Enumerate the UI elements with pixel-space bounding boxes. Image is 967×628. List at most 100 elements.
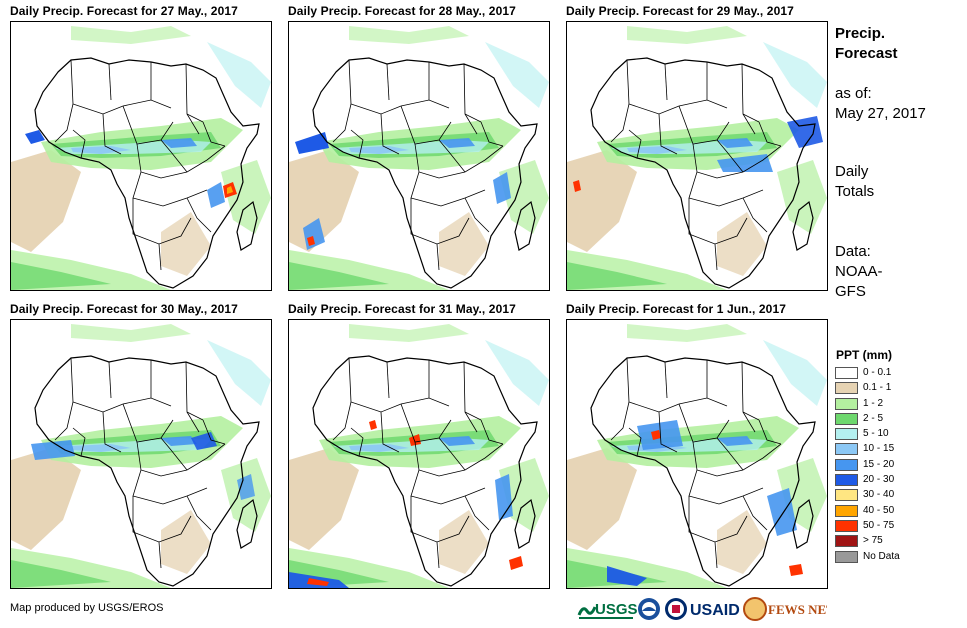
precip-area bbox=[289, 262, 389, 290]
precip-area bbox=[499, 160, 549, 234]
usgs-logo: USGS bbox=[577, 601, 638, 619]
precip-area bbox=[11, 448, 81, 550]
precip-area bbox=[485, 340, 549, 406]
country-border bbox=[132, 171, 208, 207]
totals-line: Daily bbox=[835, 163, 869, 180]
country-border bbox=[436, 243, 440, 271]
precip-area bbox=[777, 160, 827, 234]
country-border bbox=[186, 113, 200, 135]
country-border bbox=[716, 437, 744, 471]
country-border bbox=[658, 411, 678, 453]
precip-area bbox=[191, 432, 217, 450]
precip-area bbox=[439, 436, 475, 446]
africa-map-svg bbox=[567, 26, 827, 290]
precip-area bbox=[161, 436, 197, 446]
panel-title: Daily Precip. Forecast for 30 May., 2017 bbox=[10, 302, 238, 316]
country-border bbox=[410, 469, 486, 505]
precip-map bbox=[288, 21, 550, 291]
country-border bbox=[102, 411, 122, 453]
country-border bbox=[464, 197, 490, 233]
precip-area bbox=[409, 434, 421, 446]
precip-area bbox=[767, 488, 797, 536]
country-border bbox=[741, 63, 760, 123]
country-border bbox=[463, 361, 482, 421]
legend-label: > 75 bbox=[863, 535, 883, 547]
precip-area bbox=[717, 138, 753, 148]
precip-area bbox=[509, 556, 523, 570]
legend-swatch bbox=[835, 504, 858, 517]
country-border bbox=[688, 469, 764, 505]
legend-swatch bbox=[835, 367, 858, 379]
country-border bbox=[438, 437, 466, 471]
precip-area bbox=[369, 420, 377, 430]
country-border bbox=[480, 419, 504, 445]
usaid-logo: USAID bbox=[665, 598, 740, 620]
precip-area bbox=[717, 154, 773, 172]
country-border bbox=[716, 139, 744, 173]
country-border bbox=[108, 63, 112, 101]
precip-area bbox=[71, 444, 131, 452]
country-border bbox=[714, 541, 718, 569]
coastline bbox=[34, 57, 260, 289]
country-border bbox=[410, 171, 486, 207]
precip-area bbox=[349, 26, 469, 44]
country-border bbox=[158, 541, 162, 569]
country-border bbox=[664, 63, 668, 101]
country-border bbox=[688, 171, 764, 207]
country-border bbox=[464, 411, 478, 433]
precip-area bbox=[627, 324, 747, 342]
precip-area bbox=[71, 26, 191, 44]
panel-title: Daily Precip. Forecast for 29 May., 2017 bbox=[566, 4, 794, 18]
country-border bbox=[742, 411, 756, 433]
country-border bbox=[158, 243, 162, 271]
panel-title: Daily Precip. Forecast for 28 May., 2017 bbox=[288, 4, 516, 18]
country-border bbox=[132, 469, 208, 505]
country-border bbox=[72, 129, 86, 159]
africa-map-svg bbox=[289, 324, 549, 588]
africa-map-svg bbox=[567, 324, 827, 588]
panel-title: Daily Precip. Forecast for 31 May., 2017 bbox=[288, 302, 516, 316]
country-border bbox=[102, 113, 122, 155]
country-border bbox=[438, 139, 466, 173]
as-of-date: May 27, 2017 bbox=[835, 105, 926, 122]
country-border bbox=[72, 427, 86, 457]
country-border bbox=[202, 121, 226, 147]
precip-area bbox=[717, 436, 753, 446]
country-border bbox=[464, 113, 478, 135]
country-border bbox=[350, 427, 364, 457]
precip-area bbox=[161, 138, 197, 148]
legend-label: 15 - 20 bbox=[863, 458, 895, 470]
legend-label: 0 - 0.1 bbox=[863, 367, 892, 378]
country-border bbox=[332, 103, 352, 143]
precip-area bbox=[787, 116, 823, 148]
country-border bbox=[664, 361, 668, 399]
coastline bbox=[514, 200, 536, 251]
coastline bbox=[590, 57, 816, 289]
precip-area bbox=[439, 138, 475, 148]
country-border bbox=[186, 197, 212, 233]
precip-area bbox=[717, 510, 767, 574]
sidebar-title-line: Precip. bbox=[835, 25, 886, 42]
as-of-label: as of: bbox=[835, 85, 872, 102]
country-border bbox=[185, 63, 204, 123]
legend-swatch bbox=[835, 458, 858, 471]
precip-area bbox=[493, 172, 511, 204]
legend-label: 2 - 5 bbox=[863, 412, 884, 424]
country-border bbox=[386, 63, 390, 101]
precip-area bbox=[485, 42, 549, 108]
sidebar-title-line: Forecast bbox=[835, 45, 898, 62]
precip-area bbox=[307, 236, 315, 246]
legend-swatch bbox=[835, 489, 858, 502]
legend-swatch bbox=[835, 474, 858, 487]
precip-area bbox=[207, 340, 271, 406]
precip-map bbox=[10, 21, 272, 291]
country-border bbox=[348, 357, 450, 413]
legend-swatch bbox=[835, 382, 858, 395]
africa-map-svg bbox=[289, 26, 549, 290]
precip-area bbox=[627, 26, 747, 44]
precip-area bbox=[25, 130, 45, 144]
country-border bbox=[400, 105, 452, 145]
noaa-logo bbox=[638, 598, 660, 620]
country-border bbox=[742, 197, 768, 233]
totals-line: Totals bbox=[835, 183, 875, 200]
